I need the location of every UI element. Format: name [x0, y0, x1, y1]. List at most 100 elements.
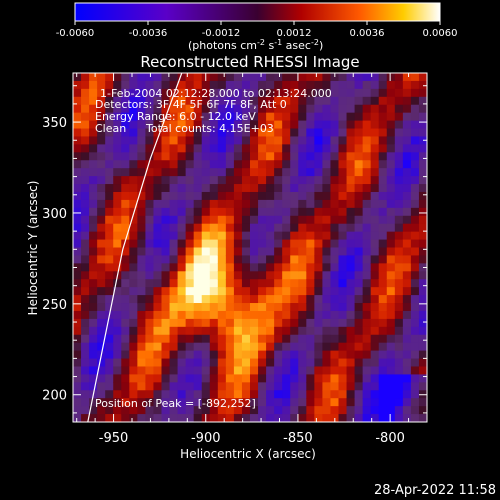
heatmap-cell	[386, 104, 396, 114]
heatmap-cell	[89, 295, 98, 304]
heatmap-cell	[274, 176, 283, 185]
heatmap-cell	[73, 366, 82, 376]
heatmap-cell	[418, 255, 427, 264]
heatmap-cell	[378, 144, 388, 153]
heatmap-cell	[97, 152, 106, 161]
heatmap-cell	[402, 255, 412, 264]
heatmap-cell	[89, 176, 98, 185]
heatmap-cell	[201, 390, 211, 399]
heatmap-cell	[73, 215, 82, 225]
heatmap-cell	[346, 144, 356, 153]
heatmap-cell	[362, 160, 372, 169]
heatmap-cell	[129, 168, 138, 177]
heatmap-cell	[362, 176, 372, 185]
heatmap-cell	[73, 136, 82, 145]
heatmap-cell	[298, 73, 307, 82]
heatmap-cell	[266, 239, 275, 249]
heatmap-cell	[250, 334, 259, 344]
heatmap-cell	[322, 184, 332, 193]
heatmap-cell	[81, 223, 90, 233]
heatmap-cell	[394, 295, 404, 304]
heatmap-cell	[185, 144, 195, 153]
heatmap-cell	[73, 239, 82, 249]
heatmap-cell	[201, 350, 211, 360]
heatmap-cell	[121, 160, 130, 169]
heatmap-cell	[410, 358, 420, 368]
heatmap-cell	[306, 144, 315, 153]
heatmap-cell	[394, 287, 404, 296]
heatmap-cell	[129, 406, 138, 415]
heatmap-cell	[241, 231, 251, 241]
heatmap-cell	[346, 287, 356, 296]
heatmap-cell	[177, 199, 187, 209]
heatmap-cell	[137, 223, 147, 233]
heatmap-cell	[121, 231, 130, 241]
heatmap-cell	[97, 247, 106, 257]
heatmap-cell	[225, 279, 235, 288]
heatmap-cell	[209, 215, 219, 225]
heatmap-cell	[185, 271, 195, 280]
heatmap-cell	[153, 160, 163, 169]
heatmap-cell	[209, 310, 219, 320]
heatmap-cell	[105, 144, 114, 153]
heatmap-cell	[225, 104, 235, 114]
heatmap-cell	[225, 310, 235, 320]
heatmap-cell	[370, 184, 380, 193]
heatmap-cell	[129, 176, 138, 185]
heatmap-cell	[306, 295, 315, 304]
heatmap-cell	[338, 255, 348, 264]
heatmap-cell	[394, 96, 404, 106]
heatmap-cell	[185, 295, 195, 304]
heatmap-cell	[418, 334, 427, 344]
heatmap-cell	[193, 398, 203, 407]
heatmap-cell	[137, 318, 147, 328]
heatmap-cell	[362, 287, 372, 296]
heatmap-cell	[177, 303, 187, 312]
heatmap-cell	[258, 279, 267, 288]
heatmap-cell	[177, 326, 187, 336]
heatmap-cell	[73, 398, 82, 407]
heatmap-cell	[241, 358, 251, 368]
heatmap-cell	[378, 96, 388, 106]
heatmap-cell	[306, 191, 315, 201]
heatmap-cell	[338, 73, 348, 82]
heatmap-cell	[322, 73, 332, 82]
heatmap-cell	[386, 184, 396, 193]
heatmap-cell	[370, 342, 380, 352]
heatmap-cell	[81, 80, 90, 90]
heatmap-cell	[233, 358, 243, 368]
heatmap-cell	[370, 287, 380, 296]
heatmap-cell	[378, 73, 388, 82]
heatmap-cell	[258, 295, 267, 304]
heatmap-cell	[410, 144, 420, 153]
heatmap-cell	[185, 247, 195, 257]
heatmap-cell	[386, 191, 396, 201]
heatmap-cell	[338, 326, 348, 336]
heatmap-cell	[209, 271, 219, 280]
heatmap-cell	[241, 374, 251, 383]
heatmap-cell	[97, 334, 106, 344]
heatmap-cell	[121, 247, 130, 257]
heatmap-cell	[306, 342, 315, 352]
heatmap-cell	[217, 144, 227, 153]
heatmap-cell	[217, 104, 227, 114]
heatmap-cell	[378, 271, 388, 280]
heatmap-cell	[177, 390, 187, 399]
heatmap-cell	[418, 318, 427, 328]
heatmap-cell	[306, 88, 315, 98]
heatmap-cell	[153, 350, 163, 360]
heatmap-cell	[322, 80, 332, 90]
heatmap-cell	[306, 231, 315, 241]
heatmap-cell	[105, 318, 114, 328]
heatmap-cell	[185, 342, 195, 352]
heatmap-cell	[233, 104, 243, 114]
heatmap-cell	[209, 96, 219, 106]
heatmap-cell	[129, 334, 138, 344]
heatmap-cell	[233, 191, 243, 201]
heatmap-cell	[233, 326, 243, 336]
colorbar-tick-label: -0.0036	[129, 28, 168, 39]
heatmap-cell	[209, 160, 219, 169]
heatmap-cell	[97, 96, 106, 106]
heatmap-cell	[266, 406, 275, 415]
heatmap-cell	[314, 390, 324, 399]
